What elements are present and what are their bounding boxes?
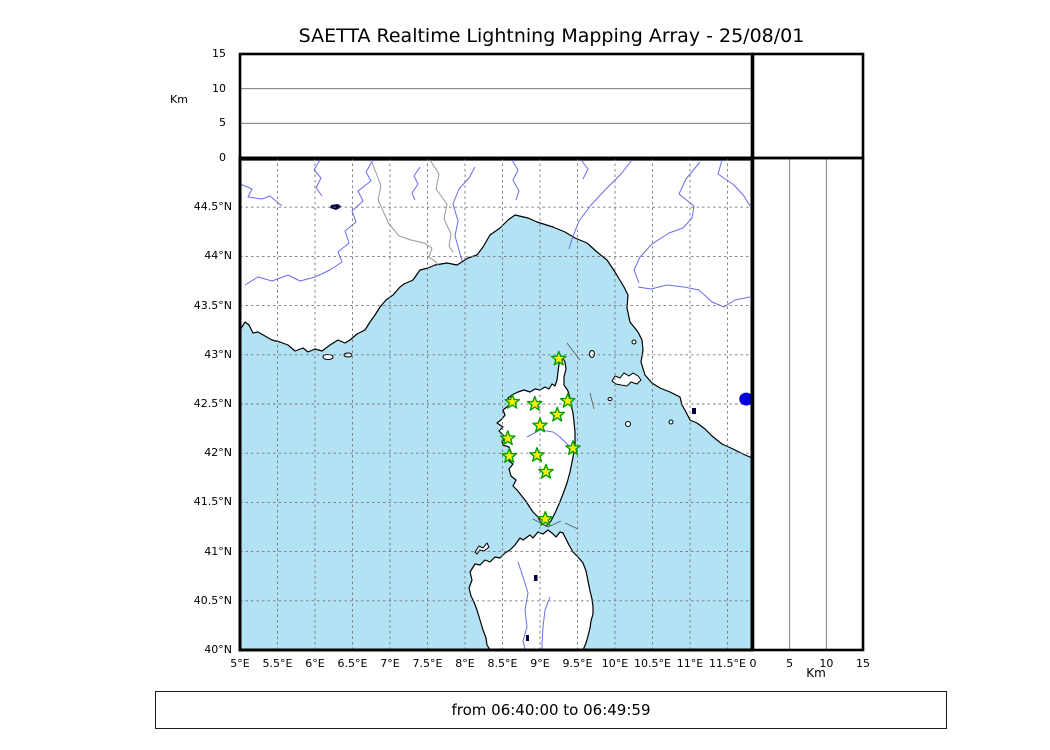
longitude-tick-label: 9°E [530,657,550,670]
panel-reference-lines [240,88,827,650]
sardinia-lake-2 [526,635,529,641]
longitude-tick-label: 6°E [305,657,325,670]
longitude-tick-label: 6.5°E [337,657,368,670]
latitude-tick-label: 41°N [204,544,232,558]
mainland-coastline [240,159,752,459]
pianosa-island [607,397,613,401]
right-panel-frame [751,156,865,652]
lightning-event-layer [739,392,752,406]
lma-station-star [559,392,576,408]
longitude-tick-label: 7.5°E [412,657,443,670]
longitude-tick-label: 5.5°E [262,657,293,670]
longitude-tick-label: 10°E [601,657,629,670]
rivers [240,159,751,650]
sardinia-lake-1 [534,575,538,581]
lma-station-star [504,393,521,409]
lma-station-star [550,350,567,366]
country-borders [371,159,454,266]
corner-panel-frame [751,52,865,160]
elba-island [611,372,642,387]
montecristo-island [625,421,631,427]
map-panel [240,158,752,650]
altitude-tick-label: 15 [212,47,226,60]
latitude-tick-label: 44.5°N [193,200,232,214]
right-km-tick-label: 0 [749,657,757,670]
lma-station-star [501,448,518,463]
right-km-axis-title: Km [806,666,826,680]
longitude-tick-label: 11°E [676,657,704,670]
lma-station-star [549,406,566,422]
latitude-tick-label: 41.5°N [193,495,232,509]
map-frame [238,156,754,652]
lightning-event-dot [739,392,752,406]
latitude-tick-label: 42.5°N [193,397,232,410]
time-range-box: from 06:40:00 to 06:49:59 [155,691,947,729]
lma-station-star [537,510,554,526]
longitude-tick-label: 5°E [230,657,250,670]
longitude-tick-label: 8.5°E [487,657,518,670]
altitude-panel-frame [238,52,754,160]
latitude-tick-label: 43.5°N [193,298,232,312]
longitude-tick-label: 9.5°E [562,657,593,670]
lma-station-star [499,430,516,446]
lma-station-star [538,463,554,479]
latitude-tick-label: 43°N [204,347,232,361]
longitude-tick-label: 8°E [455,657,475,670]
capraia-island [589,350,595,358]
latitude-tick-label: 40.5°N [193,593,232,607]
latitude-tick-label: 44°N [204,249,232,263]
longitude-tick-label: 10.5°E [634,657,671,670]
time-range-text: from 06:40:00 to 06:49:59 [451,701,651,719]
longitude-tick-label: 11.5°E [709,657,746,670]
latitude-tick-label: 42°N [204,446,232,460]
right-km-tick-label: 5 [786,657,794,670]
lma-stations [499,350,581,526]
gorgona-island [631,339,637,345]
lma-station-star [529,447,545,462]
altitude-axis-title: Km [170,93,188,106]
altitude-tick-label: 5 [219,116,226,130]
lma-station-star [565,440,581,455]
altitude-tick-label: 0 [219,151,226,164]
hyeres-island-1 [322,354,334,360]
page-title: SAETTA Realtime Lightning Mapping Array … [298,25,805,47]
sardinia-coastline [468,529,594,650]
lagoon-orbetello [692,408,696,414]
right-km-tick-label: 15 [856,657,870,670]
lma-station-star [526,395,543,411]
right-km-tick-label: 10 [819,657,834,670]
latitude-tick-label: 40°N [204,643,232,656]
giannutri-island [668,419,674,425]
lma-station-star [532,417,548,433]
longitude-tick-label: 7°E [380,657,400,670]
altitude-tick-label: 10 [212,81,226,95]
